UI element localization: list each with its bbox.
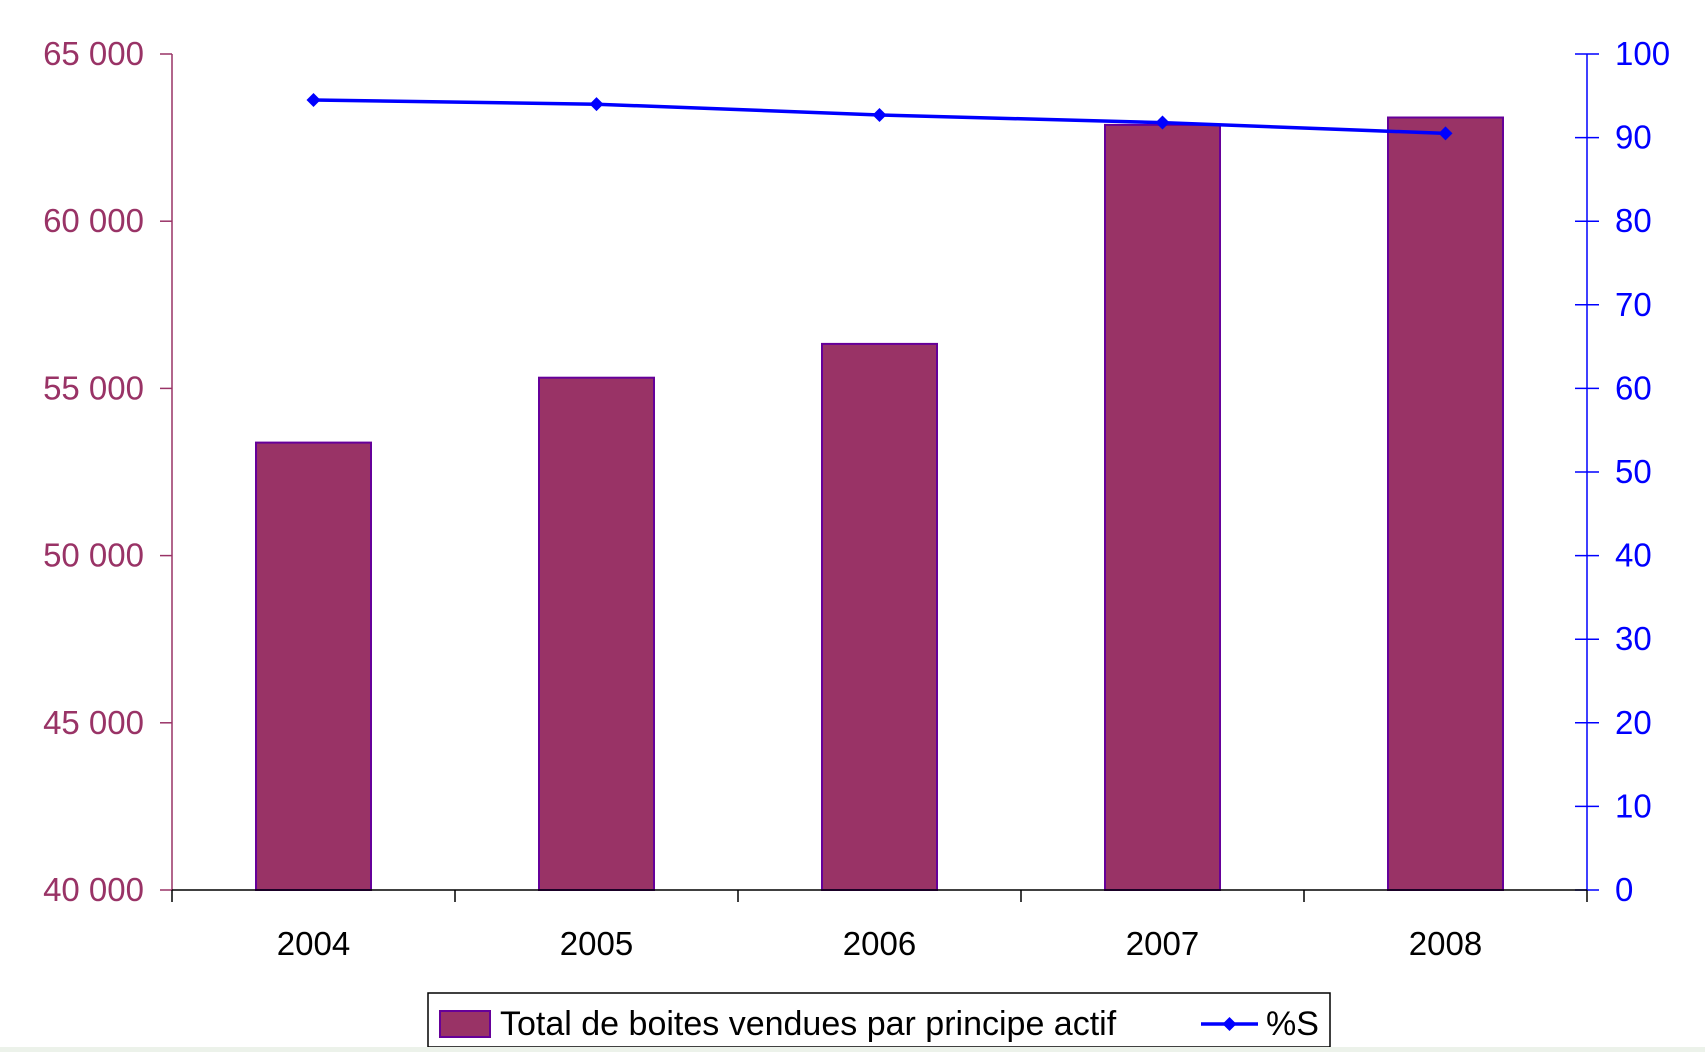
bar-2006	[822, 344, 937, 890]
x-axis-tick-label: 2004	[277, 925, 350, 962]
right-axis-tick-label: 60	[1615, 369, 1652, 406]
right-axis-tick-label: 80	[1615, 202, 1652, 239]
left-axis-tick-label: 65 000	[43, 35, 144, 72]
left-axis-tick-label: 55 000	[43, 369, 144, 406]
bar-2008	[1388, 118, 1503, 891]
right-axis-tick-label: 0	[1615, 871, 1633, 908]
left-axis-tick-label: 40 000	[43, 871, 144, 908]
bar-2004	[256, 443, 371, 890]
right-axis-tick-label: 70	[1615, 286, 1652, 323]
right-axis-tick-label: 50	[1615, 453, 1652, 490]
right-axis-tick-label: 10	[1615, 787, 1652, 824]
x-axis-tick-label: 2005	[560, 925, 633, 962]
x-axis-tick-label: 2006	[843, 925, 916, 962]
right-axis-tick-label: 40	[1615, 537, 1652, 574]
left-axis-tick-label: 50 000	[43, 537, 144, 574]
right-axis-tick-label: 90	[1615, 119, 1652, 156]
legend: Total de boites vendues par principe act…	[428, 993, 1330, 1047]
legend-label-line: %S	[1266, 1005, 1319, 1043]
legend-label-bar: Total de boites vendues par principe act…	[500, 1005, 1117, 1043]
legend-swatch-bar	[440, 1011, 490, 1037]
right-axis-tick-label: 100	[1615, 35, 1670, 72]
bar-2005	[539, 378, 654, 890]
left-axis-tick-label: 45 000	[43, 704, 144, 741]
left-axis-tick-label: 60 000	[43, 202, 144, 239]
right-axis-tick-label: 30	[1615, 620, 1652, 657]
x-axis-tick-label: 2008	[1409, 925, 1482, 962]
bar-2007	[1105, 125, 1220, 890]
x-axis-tick-label: 2007	[1126, 925, 1199, 962]
right-axis-tick-label: 20	[1615, 704, 1652, 741]
